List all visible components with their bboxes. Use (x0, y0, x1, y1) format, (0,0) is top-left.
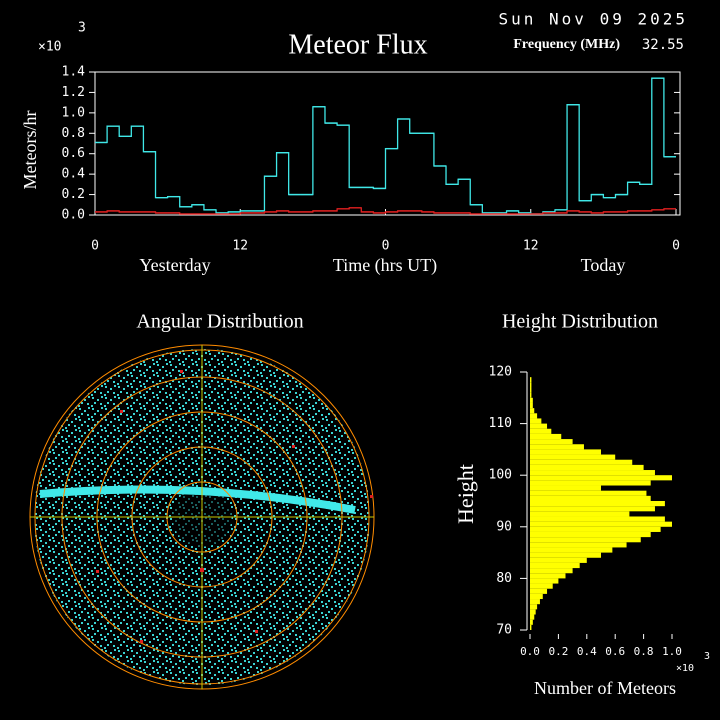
y-tick-label: 1.0 (62, 105, 85, 120)
bar (530, 495, 651, 501)
x-axis-label: Time (hrs UT) (333, 255, 437, 276)
y-tick-label: 0.8 (62, 126, 85, 141)
bar (530, 588, 548, 594)
bar (530, 459, 633, 465)
x-tick-label: 0.0 (520, 645, 540, 658)
bar (530, 537, 641, 543)
bar (530, 433, 562, 440)
y-tick-label: 0.2 (62, 187, 85, 202)
plot-frame (94, 71, 681, 216)
bar (530, 402, 533, 409)
x-tick-label: 12 (232, 239, 248, 254)
bar (530, 454, 616, 460)
bar (530, 439, 573, 445)
bar (530, 470, 655, 476)
bar (530, 531, 651, 538)
bar (530, 557, 587, 563)
bar (530, 480, 651, 486)
bar (530, 578, 559, 584)
chart-title: Meteor Flux (288, 29, 427, 60)
bar (530, 418, 542, 424)
y-tick-label: 120 (489, 365, 512, 380)
y-tick-label: 90 (496, 519, 512, 534)
frequency: 32.55 (642, 37, 684, 53)
bar (530, 547, 613, 553)
bar (530, 619, 533, 625)
bar (530, 428, 552, 434)
polar-plot (29, 344, 375, 690)
bar (530, 382, 532, 388)
step-connector (95, 207, 676, 215)
frequency-label: Frequency (MHz) (513, 37, 620, 52)
bar (530, 516, 665, 522)
y-tick-label: 0.6 (62, 146, 85, 161)
bar (530, 506, 655, 512)
bar (530, 444, 584, 450)
x-tick-label: 0.2 (548, 645, 568, 658)
y-axis-label: Meteors/hr (20, 111, 40, 190)
chart-title: Angular Distribution (136, 311, 303, 333)
bar (530, 573, 566, 579)
y-tick-label: 70 (496, 623, 512, 638)
bar (530, 526, 661, 532)
x-tick-label: 0 (672, 239, 680, 254)
y-tick-label: 0.4 (62, 167, 86, 182)
y-multiplier: ×10 (38, 40, 61, 55)
bar (530, 423, 548, 429)
bar (530, 475, 672, 481)
y-tick-label: 100 (489, 468, 512, 483)
bar (530, 583, 553, 589)
bar (530, 599, 540, 605)
day-label: Today (581, 255, 626, 275)
bar (530, 562, 580, 569)
x-tick-label: 0 (382, 239, 390, 254)
x-tick-label: 0.4 (577, 645, 597, 658)
bar (530, 614, 535, 620)
x-tick-label: 0 (91, 239, 99, 254)
x-multiplier-exponent: 3 (704, 651, 710, 662)
bar (530, 568, 573, 574)
x-tick-label: 0.8 (634, 645, 654, 658)
y-tick-label: 80 (496, 571, 512, 586)
x-tick-label: 0.6 (605, 645, 625, 658)
bar (530, 542, 627, 548)
bar (530, 413, 538, 419)
y-tick-label: 1.2 (62, 85, 85, 100)
y-tick-label: 110 (489, 416, 512, 431)
bar (530, 593, 543, 600)
bar (530, 490, 647, 496)
bar (530, 501, 665, 507)
bar (530, 377, 532, 383)
bar (530, 521, 672, 527)
bar (530, 449, 601, 455)
bar (530, 387, 532, 393)
x-multiplier: ×10 (676, 663, 694, 674)
bar (530, 624, 532, 630)
x-axis-label: Number of Meteors (534, 678, 676, 698)
bar (530, 392, 532, 398)
y-multiplier-exponent: 3 (78, 21, 86, 36)
y-tick-label: 1.4 (62, 65, 86, 80)
bar (530, 408, 535, 414)
step-connector (95, 77, 676, 215)
bar (530, 604, 538, 610)
date: Sun Nov 09 2025 (499, 10, 689, 29)
day-label: Yesterday (139, 255, 210, 275)
bar (530, 609, 536, 615)
y-tick-label: 0.0 (62, 208, 85, 223)
bar (530, 552, 601, 558)
chart-title: Height Distribution (502, 311, 658, 333)
bar (530, 397, 533, 403)
bar (530, 511, 630, 517)
bar (530, 485, 601, 491)
x-tick-label: 12 (523, 239, 539, 254)
bar (530, 464, 644, 471)
x-tick-label: 1.0 (662, 645, 682, 658)
y-axis-label: Height (453, 464, 478, 524)
